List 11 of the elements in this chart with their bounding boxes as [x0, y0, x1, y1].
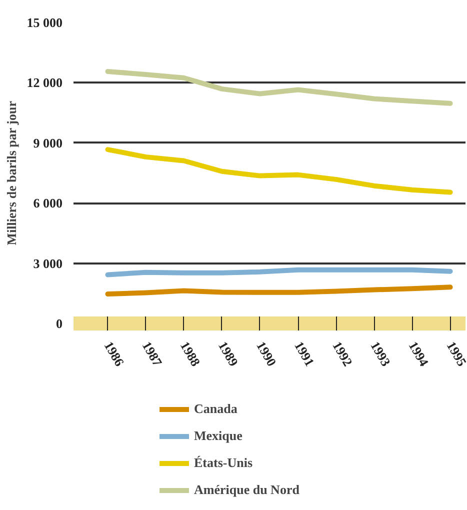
- legend-label: Amérique du Nord: [194, 482, 300, 498]
- legend-label: États-Unis: [194, 455, 253, 471]
- y-tick-label: 12 000: [26, 75, 62, 90]
- y-tick-label: 6 000: [33, 196, 62, 211]
- y-tick-label: 15 000: [26, 15, 62, 30]
- y-tick-label: 0: [56, 316, 62, 331]
- y-tick-label: 3 000: [33, 256, 62, 271]
- y-axis-title: Milliers de barils par jour: [4, 100, 19, 246]
- legend-label: Mexique: [194, 428, 242, 444]
- legend-label: Canada: [194, 401, 238, 417]
- y-tick-label: 9 000: [33, 135, 62, 150]
